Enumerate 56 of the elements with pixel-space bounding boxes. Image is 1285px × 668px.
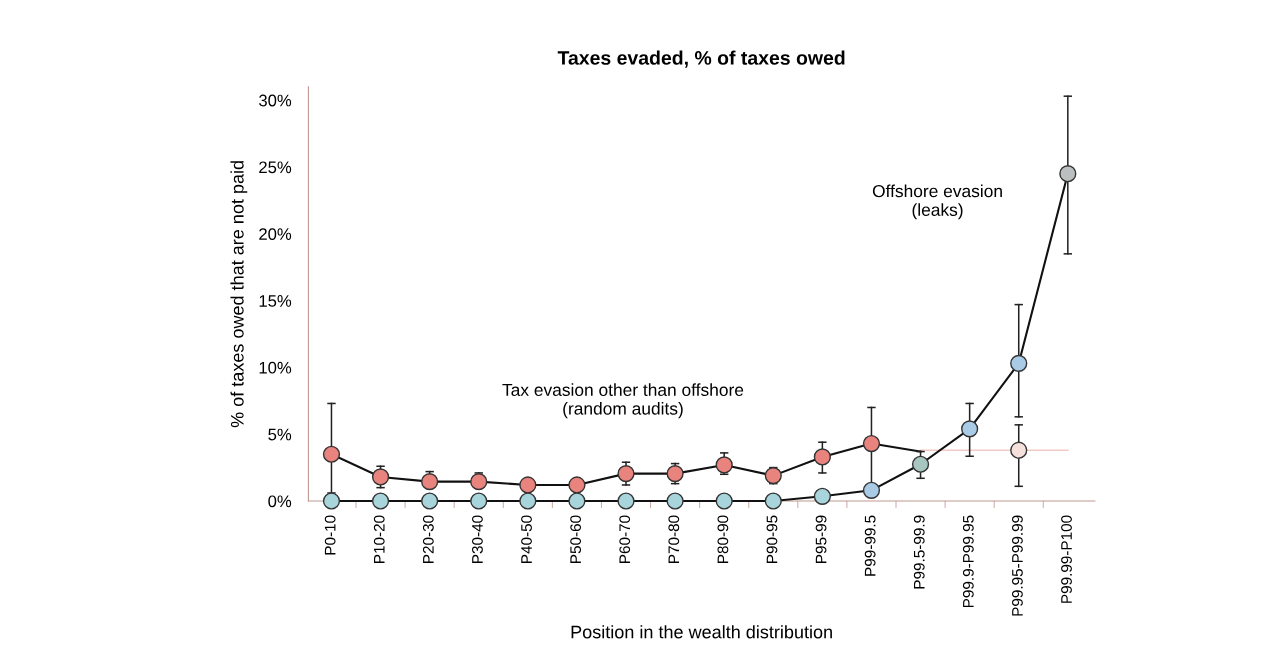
x-tick-label: P99-99.5 [864, 515, 876, 576]
point [961, 420, 979, 438]
x-tick-label: P99.9-P99.95 [962, 515, 974, 608]
x-tick-label: P99.99-P100 [1061, 515, 1072, 603]
x-tick-label: P95-99 [815, 515, 827, 563]
y-tick-label: 30% [259, 94, 292, 107]
point [715, 492, 733, 510]
x-tick-label: P30-40 [472, 515, 483, 563]
point [666, 464, 684, 483]
point [519, 476, 537, 494]
point [371, 468, 390, 486]
point [568, 476, 586, 494]
point [715, 456, 733, 474]
x-tick-label: P80-90 [717, 515, 729, 563]
point [1059, 165, 1077, 183]
x-tick-label: P50-60 [570, 515, 582, 563]
point [813, 487, 831, 505]
y-axis-title: % of taxes owed that are not paid [230, 161, 248, 428]
point [421, 492, 439, 510]
point [322, 445, 341, 463]
point [568, 492, 586, 510]
point [1010, 354, 1028, 373]
point [617, 464, 635, 483]
point [1010, 441, 1028, 459]
x-tick-label: P70-80 [668, 515, 680, 563]
y-tick-label: 15% [259, 295, 292, 307]
point [519, 492, 537, 510]
x-tick-label: P0-10 [324, 515, 336, 555]
annotation: Offshore evasion (leaks) [872, 184, 1002, 220]
point [764, 492, 782, 510]
x-axis-title: Position in the wealth distribution [571, 625, 832, 639]
chart-title: Taxes evaded, % of taxes owed [557, 50, 845, 68]
point [371, 492, 390, 510]
point [617, 492, 635, 510]
point [862, 434, 881, 453]
y-tick-label: 0% [268, 495, 292, 508]
y-tick-label: 5% [268, 428, 292, 441]
annotation: Tax evasion other than offshore (random audits) [502, 383, 744, 419]
point [322, 492, 341, 510]
point [666, 492, 684, 510]
y-tick-label: 20% [259, 228, 292, 240]
y-tick-label: 25% [259, 161, 292, 174]
point [813, 448, 831, 466]
y-tick-label: 10% [259, 361, 292, 374]
x-tick-label: P40-50 [521, 515, 532, 563]
x-tick-label: P99.5-99.9 [913, 515, 925, 589]
point [911, 455, 930, 473]
point [862, 481, 881, 499]
x-tick-label: P10-20 [373, 515, 385, 563]
x-tick-label: P99.95-P99.99 [1012, 515, 1023, 616]
x-tick-label: P20-30 [422, 515, 434, 563]
point [764, 467, 782, 485]
x-tick-label: P60-70 [619, 515, 631, 563]
x-tick-label: P90-95 [766, 515, 778, 563]
point [421, 473, 439, 491]
point [470, 492, 488, 510]
